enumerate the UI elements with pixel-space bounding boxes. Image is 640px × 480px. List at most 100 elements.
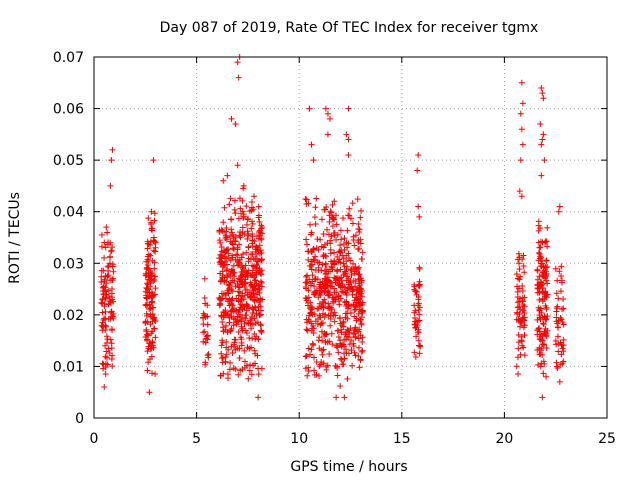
data-point xyxy=(537,225,544,232)
data-point xyxy=(352,304,359,311)
data-point xyxy=(221,204,228,211)
data-point xyxy=(308,346,315,353)
data-point xyxy=(150,315,157,322)
data-point xyxy=(227,195,234,202)
data-point xyxy=(232,336,239,343)
data-point xyxy=(329,264,336,271)
data-point xyxy=(145,359,152,366)
data-point xyxy=(336,301,343,308)
data-point xyxy=(558,273,565,280)
data-point xyxy=(233,321,240,328)
data-point xyxy=(560,348,567,355)
data-point xyxy=(228,343,235,350)
data-point xyxy=(322,339,329,346)
data-point xyxy=(302,353,309,360)
data-point xyxy=(101,300,108,307)
data-point xyxy=(351,327,358,334)
data-point xyxy=(255,307,262,314)
data-point xyxy=(328,209,335,216)
data-point xyxy=(359,249,366,256)
x-tick-label: 10 xyxy=(290,431,308,447)
data-point xyxy=(359,256,366,263)
data-point xyxy=(250,256,257,263)
data-point xyxy=(105,315,112,322)
data-point xyxy=(353,317,360,324)
data-point xyxy=(152,244,159,251)
data-point xyxy=(251,330,258,337)
data-point xyxy=(337,314,344,321)
data-point xyxy=(232,346,239,353)
data-point xyxy=(256,289,263,296)
data-point xyxy=(305,256,312,263)
data-point xyxy=(345,212,352,219)
data-point xyxy=(224,312,231,319)
data-point xyxy=(241,364,248,371)
data-point xyxy=(232,233,239,240)
data-point xyxy=(345,151,352,158)
data-point xyxy=(258,225,265,232)
data-point xyxy=(201,295,208,302)
data-point xyxy=(254,319,261,326)
data-point xyxy=(553,359,560,366)
data-point xyxy=(340,215,347,222)
data-point xyxy=(536,314,543,321)
data-point xyxy=(152,334,159,341)
data-point xyxy=(336,256,343,263)
data-point xyxy=(321,280,328,287)
data-point xyxy=(517,157,524,164)
data-point xyxy=(243,329,250,336)
data-point xyxy=(251,193,258,200)
data-point xyxy=(307,221,314,228)
data-point xyxy=(559,306,566,313)
data-point xyxy=(228,307,235,314)
data-point xyxy=(204,313,211,320)
data-point xyxy=(243,249,250,256)
data-point xyxy=(355,310,362,317)
data-point xyxy=(224,172,231,179)
data-point xyxy=(357,293,364,300)
data-point xyxy=(535,249,542,256)
data-point xyxy=(104,361,111,368)
data-point xyxy=(351,268,358,275)
data-point xyxy=(104,241,111,248)
data-point xyxy=(543,344,550,351)
y-tick-label: 0.06 xyxy=(53,102,84,118)
data-point xyxy=(415,282,422,289)
data-point xyxy=(147,252,154,259)
data-point xyxy=(105,287,112,294)
data-point xyxy=(560,321,567,328)
data-point xyxy=(326,115,333,122)
data-point xyxy=(108,326,115,333)
data-point xyxy=(514,354,521,361)
data-point xyxy=(534,267,541,274)
data-point xyxy=(249,237,256,244)
data-point xyxy=(333,289,340,296)
data-point xyxy=(415,342,422,349)
data-point xyxy=(326,218,333,225)
data-point xyxy=(416,278,423,285)
grid-lines xyxy=(94,57,607,418)
data-point xyxy=(322,285,329,292)
data-point xyxy=(558,351,565,358)
data-point xyxy=(204,321,211,328)
data-point xyxy=(553,290,560,297)
data-point xyxy=(349,291,356,298)
x-tick-label: 20 xyxy=(495,431,513,447)
data-point xyxy=(248,225,255,232)
data-point xyxy=(245,320,252,327)
data-point xyxy=(303,273,310,280)
data-point xyxy=(102,342,109,349)
data-point xyxy=(251,283,258,290)
data-point xyxy=(305,368,312,375)
data-point xyxy=(305,316,312,323)
data-point xyxy=(334,231,341,238)
data-point xyxy=(308,327,315,334)
data-point xyxy=(150,247,157,254)
data-point xyxy=(255,212,262,219)
data-point xyxy=(228,229,235,236)
data-point xyxy=(305,364,312,371)
data-point xyxy=(243,203,250,210)
data-point xyxy=(412,324,419,331)
data-point xyxy=(536,251,543,258)
y-tick-label: 0.02 xyxy=(53,308,84,324)
